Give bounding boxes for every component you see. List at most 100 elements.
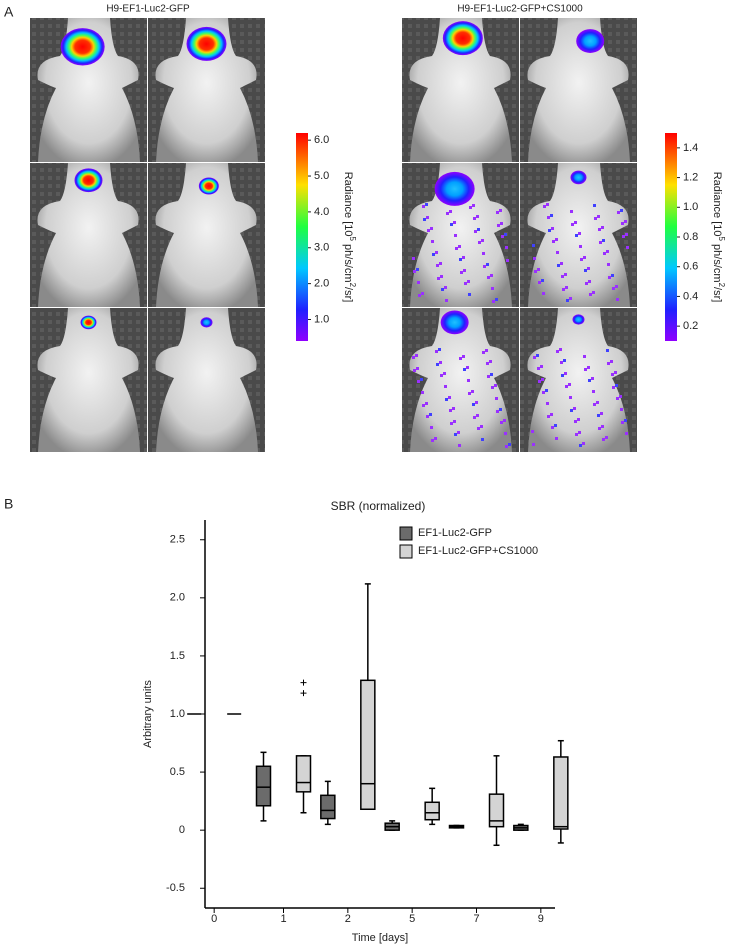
colorbar	[296, 133, 308, 341]
signal-dot	[565, 385, 568, 388]
signal-dot	[561, 374, 564, 377]
signal-dot	[458, 444, 461, 447]
signal-dot	[434, 437, 437, 440]
signal-dot	[555, 437, 558, 440]
label-part: Radiance [10	[711, 172, 723, 237]
signal-dot	[601, 425, 604, 428]
signal-dot	[474, 230, 477, 233]
signal-dot	[459, 357, 462, 360]
signal-dot	[606, 250, 609, 253]
signal-spot	[200, 317, 213, 328]
signal-dot	[563, 359, 566, 362]
label-part: /sr]	[711, 287, 723, 302]
signal-dot	[578, 431, 581, 434]
signal-dot	[554, 424, 557, 427]
signal-dot	[551, 426, 554, 429]
signal-dot	[508, 443, 511, 446]
colorbar	[665, 133, 677, 341]
signal-dot	[531, 430, 534, 433]
signal-dot	[443, 372, 446, 375]
signal-dot	[422, 205, 425, 208]
x-axis-title: Time [days]	[352, 932, 408, 944]
signal-spot	[434, 171, 475, 206]
signal-dot	[565, 286, 568, 289]
signal-dot	[552, 240, 555, 243]
signal-dot	[605, 436, 608, 439]
colorbar-tick-label: 4.0	[314, 206, 329, 218]
signal-dot	[580, 258, 583, 261]
signal-dot	[578, 232, 581, 235]
mouse-body	[155, 18, 258, 162]
signal-dot	[562, 288, 565, 291]
signal-dot	[439, 361, 442, 364]
mouse-body	[37, 308, 140, 452]
signal-dot	[574, 221, 577, 224]
signal-dot	[626, 246, 629, 249]
signal-dot	[420, 378, 423, 381]
signal-dot	[624, 220, 627, 223]
colorbar-label: Radiance [105 ph/s/cm2/sr]	[711, 172, 726, 303]
signal-dot	[496, 410, 499, 413]
signal-spot	[576, 29, 605, 53]
signal-dot	[462, 256, 465, 259]
signal-dot	[455, 247, 458, 250]
signal-dot	[422, 404, 425, 407]
signal-dot	[625, 233, 628, 236]
mouse-image	[520, 163, 637, 307]
signal-dot	[490, 373, 493, 376]
signal-dot	[453, 420, 456, 423]
signal-dot	[505, 445, 508, 448]
colorbar-tick-label: 1.0	[314, 313, 329, 325]
outlier	[300, 690, 307, 697]
signal-dot	[592, 291, 595, 294]
box	[320, 794, 336, 820]
x-tick-label: 7	[473, 913, 479, 925]
signal-dot	[427, 229, 430, 232]
signal-dot	[597, 215, 600, 218]
signal-dot	[445, 299, 448, 302]
signal-dot	[543, 205, 546, 208]
mouse-body	[155, 163, 258, 307]
signal-dot	[606, 349, 609, 352]
x-tick-label: 5	[409, 913, 415, 925]
mouse-image	[148, 308, 265, 452]
signal-dot	[457, 431, 460, 434]
signal-dot	[449, 409, 452, 412]
signal-dot	[494, 384, 497, 387]
signal-dot	[575, 234, 578, 237]
signal-dot	[600, 412, 603, 415]
signal-dot	[533, 356, 536, 359]
y-tick-label: 2.0	[170, 592, 185, 604]
signal-dot	[467, 280, 470, 283]
colorbar-tick-label: 3.0	[314, 242, 329, 254]
signal-dot	[435, 251, 438, 254]
panel-label: A	[4, 4, 14, 20]
signal-dot	[584, 368, 587, 371]
signal-dot	[598, 228, 601, 231]
signal-dot	[624, 419, 627, 422]
signal-dot	[462, 355, 465, 358]
signal-spot	[572, 314, 585, 325]
signal-dot	[588, 379, 591, 382]
colorbar-tick-label: 0.6	[683, 261, 698, 273]
signal-dot	[579, 444, 582, 447]
signal-dot	[450, 223, 453, 226]
signal-dot	[559, 348, 562, 351]
signal-dot	[603, 252, 606, 255]
signal-dot	[591, 377, 594, 380]
signal-dot	[571, 223, 574, 226]
box	[424, 801, 440, 821]
signal-dot	[476, 414, 479, 417]
outlier	[300, 679, 307, 686]
chart-title: SBR (normalized)	[331, 499, 426, 513]
signal-dot	[444, 385, 447, 388]
mouse-image	[402, 18, 519, 162]
signal-dot	[486, 263, 489, 266]
colorbar-tick-label: 0.8	[683, 231, 698, 243]
colorbar-tick-label: 6.0	[314, 134, 329, 146]
label-part: 2	[717, 283, 726, 288]
signal-dot	[413, 369, 416, 372]
signal-dot	[487, 375, 490, 378]
legend-label: EF1-Luc2-GFP+CS1000	[418, 545, 538, 557]
signal-dot	[439, 262, 442, 265]
